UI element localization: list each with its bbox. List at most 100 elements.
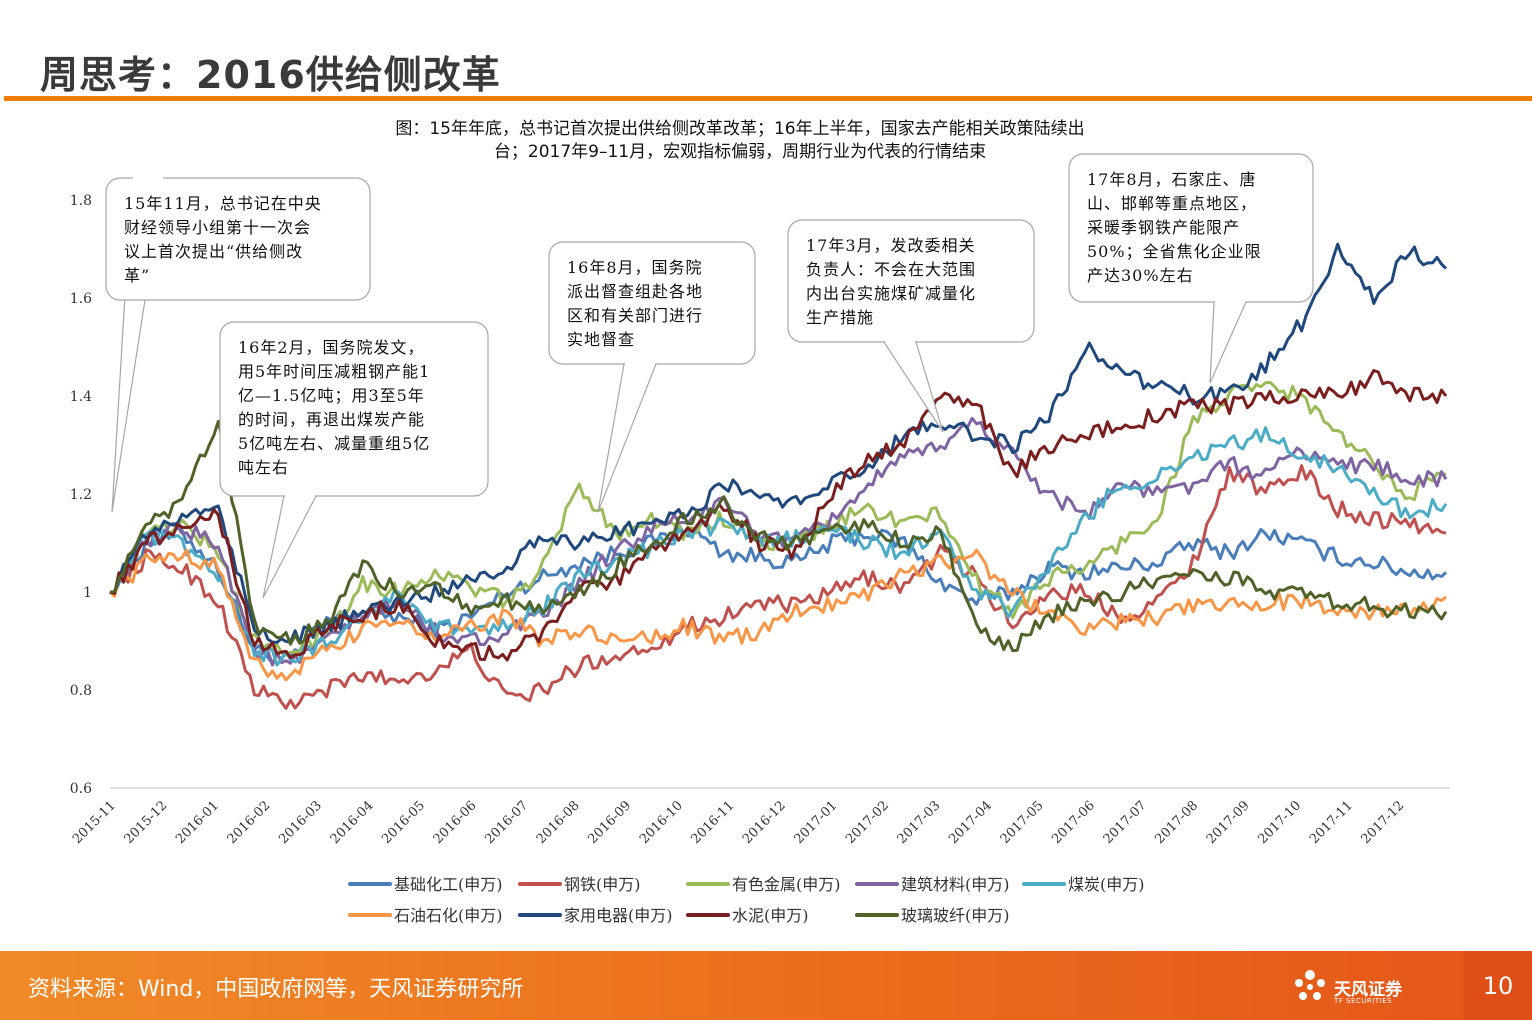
callout-text: 革” xyxy=(124,266,150,285)
callout-text: 50%；全省焦化企业限 xyxy=(1087,242,1262,261)
annotation-callout: 17年8月，石家庄、唐山、邯郸等重点地区， 采暖季钢铁产能限产 50%；全省焦化企业… xyxy=(1068,153,1314,384)
y-tick-label: 0.8 xyxy=(70,683,92,699)
callout-joint xyxy=(285,494,315,497)
callout-text: 吨左右 xyxy=(238,458,289,477)
line-chart: 0.6 0.8 1 1.2 1.4 1.6 1.8 2015-11 2015-12 2016-01… xyxy=(70,153,1450,925)
x-tick-label: 2017-04 xyxy=(946,798,995,847)
chart-title: 图：15年年底，总书记首次提出供给侧改革改革；16年上半年，国家去产能相关政策陆… xyxy=(300,118,1180,164)
logo-text-en: TF SECURITIES xyxy=(1334,997,1393,1005)
callout-text: 实地督查 xyxy=(567,330,635,349)
callout-text: 采暖季钢铁产能限产 xyxy=(1087,218,1240,237)
callout-text: 15年11月，总书记在中央 xyxy=(124,194,322,213)
x-tick-label: 2017-01 xyxy=(792,798,841,847)
legend-label: 基础化工(申万) xyxy=(394,875,503,894)
callout-joint xyxy=(625,362,655,365)
x-tick-label: 2016-12 xyxy=(740,798,789,847)
callout-box xyxy=(219,321,489,497)
x-tick-label: 2016-11 xyxy=(688,798,737,847)
y-tick-label: 0.6 xyxy=(70,781,92,797)
x-tick-label: 2016-06 xyxy=(431,798,480,847)
legend-item: 有色金属(申万) xyxy=(686,875,841,894)
x-tick-label: 2016-02 xyxy=(225,798,274,847)
x-tick-label: 2017-12 xyxy=(1358,798,1407,847)
x-tick-label: 2017-05 xyxy=(998,798,1047,847)
x-tick-label: 2016-04 xyxy=(328,798,377,847)
callout-text: 山、邯郸等重点地区， xyxy=(1087,194,1257,213)
legend-label: 有色金属(申万) xyxy=(732,875,841,894)
series-line xyxy=(109,464,1447,710)
flower-logo-icon xyxy=(1295,970,1325,1000)
callout-text: 派出督查组赴各地 xyxy=(567,282,703,301)
legend-label: 煤炭(申万) xyxy=(1068,875,1145,894)
callout-text: 17年8月，石家庄、唐 xyxy=(1087,170,1257,189)
x-tick-label: 2016-08 xyxy=(534,798,583,847)
x-tick-label: 2017-10 xyxy=(1255,798,1304,847)
series-line xyxy=(108,548,1447,682)
x-tick-label: 2017-09 xyxy=(1204,798,1253,847)
callout-pointer xyxy=(262,495,317,599)
chart-title-line-2: 台；2017年9–11月，宏观指标偏弱，周期行业为代表的行情结束 xyxy=(493,142,987,162)
callout-text: 内出台实施煤矿减量化 xyxy=(806,284,976,303)
chart-title-line-1: 图：15年年底，总书记首次提出供给侧改革改革；16年上半年，国家去产能相关政策陆… xyxy=(395,119,1085,139)
x-tick-label: 2015-12 xyxy=(122,798,171,847)
legend-item: 基础化工(申万) xyxy=(348,875,503,894)
chart-legend: 基础化工(申万) 钢铁(申万) 有色金属(申万) 建筑材料(申万) 煤炭(申万) 石油石化… xyxy=(348,875,1145,925)
title-rule xyxy=(4,96,1532,101)
x-tick-label: 2017-08 xyxy=(1152,798,1201,847)
callout-pointer xyxy=(597,363,657,513)
annotation-callout: 16年2月，国务院发文， 用5年时间压减粗钢产能1 亿—1.5亿吨；用3至5年的时间… xyxy=(219,321,489,599)
callout-text: 17年3月，发改委相关 xyxy=(806,236,976,255)
x-tick-label: 2017-11 xyxy=(1307,798,1356,847)
y-tick-label: 1.8 xyxy=(70,193,92,209)
chart-series-group xyxy=(108,242,1448,710)
callout-text: 财经领导小组第十一次会 xyxy=(124,218,311,237)
callout-joint xyxy=(133,177,163,180)
callout-text: 亿—1.5亿吨；用3至5年 xyxy=(238,386,425,405)
x-tick-label: 2015-11 xyxy=(70,798,119,847)
chart-annotations: 15年11月，总书记在中央财经领导小组第十一次会议上首次提出“供给侧改革”16年… xyxy=(105,153,1314,599)
y-tick-label: 1.4 xyxy=(70,389,92,405)
x-tick-label: 2017-03 xyxy=(895,798,944,847)
callout-text: 区和有关部门进行 xyxy=(567,306,703,325)
x-tick-label: 2016-01 xyxy=(173,798,222,847)
page-number: 10 xyxy=(1482,972,1514,1000)
x-tick-label: 2017-07 xyxy=(1101,798,1150,847)
callout-text: 议上首次提出“供给侧改 xyxy=(124,242,303,261)
legend-item: 家用电器(申万) xyxy=(518,906,673,925)
callout-pointer xyxy=(1209,301,1247,384)
x-tick-label: 2017-02 xyxy=(843,798,892,847)
footer-bar: 资料来源：Wind，中国政府网等，天风证券研究所 天风证券 TF SECURIT… xyxy=(0,951,1532,1020)
legend-label: 玻璃玻纤(申万) xyxy=(901,906,1010,925)
legend-label: 水泥(申万) xyxy=(732,906,809,925)
page-number-box: 10 xyxy=(1464,951,1532,1020)
logo-text-cn: 天风证券 xyxy=(1334,980,1402,1000)
series-line xyxy=(109,369,1448,662)
callout-pointer xyxy=(883,341,944,433)
legend-item: 煤炭(申万) xyxy=(1022,875,1145,894)
legend-item: 建筑材料(申万) xyxy=(855,875,1010,894)
callout-box xyxy=(105,177,371,301)
callout-text: 的时间，再退出煤炭产能 xyxy=(238,410,425,429)
slide-title: 周思考：2016供给侧改革 xyxy=(40,53,501,97)
callout-box xyxy=(1068,153,1314,303)
callout-text: 产达30%左右 xyxy=(1087,266,1194,285)
callout-text: 用5年时间压减粗钢产能1 xyxy=(238,362,430,381)
callout-text: 16年2月，国务院发文， xyxy=(238,338,425,357)
legend-label: 钢铁(申万) xyxy=(564,875,641,894)
footer-source: 资料来源：Wind，中国政府网等，天风证券研究所 xyxy=(28,977,524,1002)
x-tick-label: 2017-06 xyxy=(1049,798,1098,847)
callout-joint xyxy=(1215,300,1245,303)
y-tick-label: 1.6 xyxy=(70,291,92,307)
x-tick-label: 2016-10 xyxy=(637,798,686,847)
callout-text: 5亿吨左右、减量重组5亿 xyxy=(238,434,430,453)
series-line xyxy=(109,426,1448,667)
x-tick-label: 2016-05 xyxy=(379,798,428,847)
callout-joint xyxy=(885,340,915,343)
legend-label: 家用电器(申万) xyxy=(564,906,673,925)
legend-label: 建筑材料(申万) xyxy=(901,875,1010,894)
x-tick-label: 2016-07 xyxy=(482,798,531,847)
series-line xyxy=(109,416,1448,667)
callout-text: 负责人：不会在大范围 xyxy=(806,260,976,279)
